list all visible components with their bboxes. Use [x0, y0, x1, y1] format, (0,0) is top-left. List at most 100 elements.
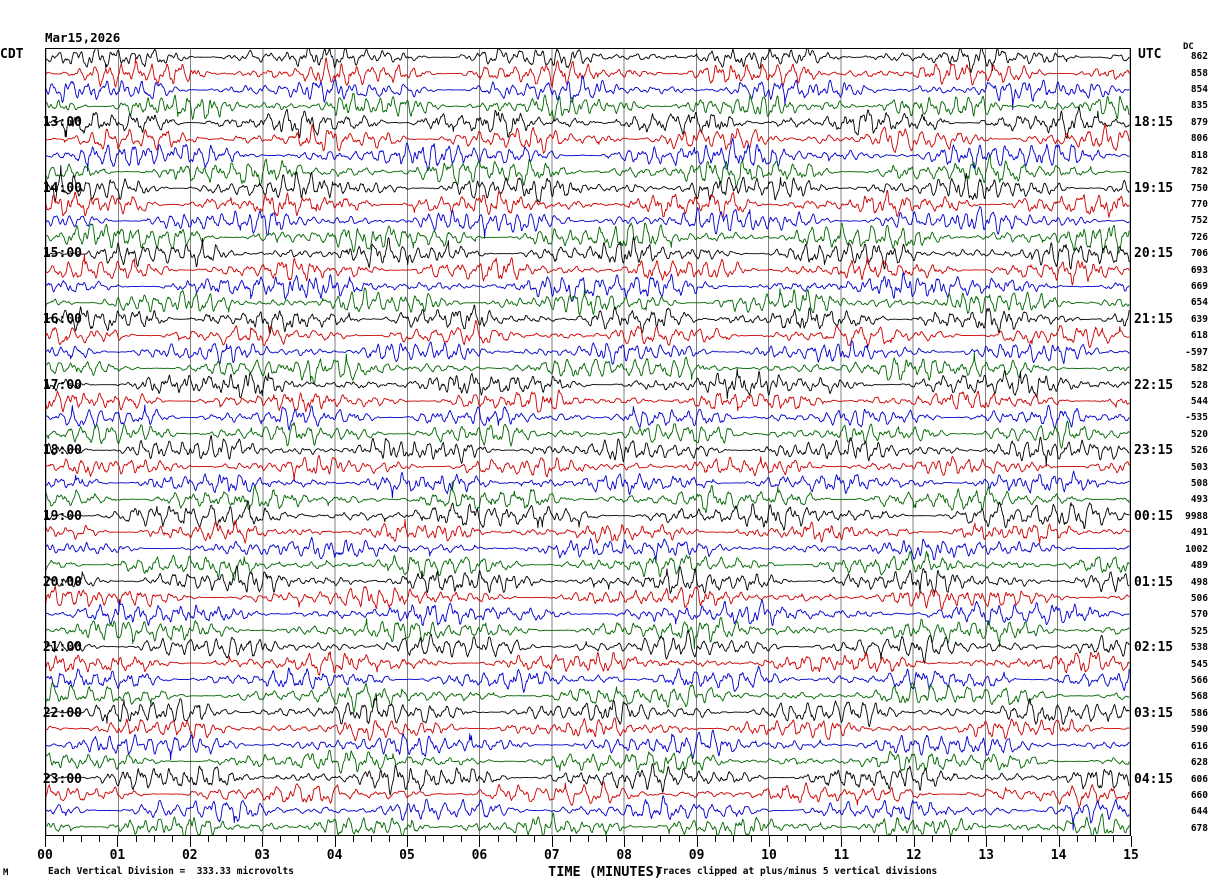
dc-value: 678 [1190, 822, 1208, 834]
hour-label-utc: 04:15 [1134, 771, 1174, 787]
hour-label-utc: 22:15 [1134, 377, 1174, 393]
dc-value: 660 [1190, 789, 1208, 801]
x-tick-minor [352, 836, 354, 842]
seismic-trace [46, 551, 1130, 581]
seismic-trace [46, 57, 1130, 88]
seismic-trace [46, 616, 1130, 650]
x-tick-major [696, 836, 698, 847]
seismic-trace [46, 795, 1130, 831]
x-tick-minor [81, 836, 83, 842]
dc-value: 506 [1190, 592, 1208, 604]
x-tick-label: 08 [616, 848, 633, 863]
seismic-trace [46, 812, 1130, 835]
hour-label-utc: 20:15 [1134, 246, 1174, 262]
seismic-trace [46, 749, 1130, 774]
dc-value: 862 [1190, 51, 1208, 63]
x-tick-major [769, 836, 770, 847]
x-tick-minor [895, 836, 897, 842]
x-tick-minor [950, 836, 951, 842]
seismic-trace [46, 75, 1130, 111]
dc-value: 879 [1190, 116, 1208, 128]
seismic-trace [46, 206, 1130, 239]
dc-value: 545 [1190, 658, 1208, 670]
dc-value: 606 [1190, 773, 1208, 785]
dc-value: 508 [1190, 478, 1208, 490]
seismic-trace [46, 123, 1130, 154]
x-tick-minor [1040, 836, 1042, 842]
seismic-trace [46, 518, 1130, 544]
dc-value: 566 [1190, 675, 1208, 687]
x-tick-minor [461, 836, 463, 842]
x-tick-minor [805, 836, 807, 842]
x-tick-label: 02 [181, 848, 198, 863]
seismic-trace [46, 454, 1130, 482]
dc-value: -597 [1185, 346, 1208, 358]
x-tick-minor [732, 836, 734, 842]
x-tick-major [1131, 836, 1132, 847]
dc-value: 568 [1190, 691, 1208, 703]
seismic-trace [46, 630, 1130, 664]
hour-label-local: 14:00 [42, 180, 82, 196]
x-tick-minor [1076, 836, 1078, 842]
x-tick-minor [931, 836, 933, 842]
seismic-trace [46, 287, 1130, 316]
dc-value: 1002 [1185, 543, 1208, 555]
x-tick-minor [877, 836, 879, 842]
x-tick-major [986, 836, 988, 847]
x-tick-major [913, 836, 915, 847]
seismic-trace [46, 585, 1130, 610]
seismic-trace [46, 164, 1130, 203]
x-tick-label: 13 [978, 848, 995, 863]
dc-value: 493 [1190, 494, 1208, 506]
hour-label-utc: 18:15 [1134, 114, 1174, 130]
x-tick-label: 05 [399, 848, 415, 863]
dc-value: 491 [1190, 527, 1208, 539]
x-tick-minor [388, 836, 390, 842]
dc-value: 9988 [1185, 510, 1208, 522]
dc-value: 854 [1190, 84, 1208, 96]
dc-value: 489 [1190, 560, 1208, 572]
x-tick-label: 11 [833, 848, 850, 863]
x-tick-minor [171, 836, 173, 842]
x-tick-major [117, 836, 119, 847]
hour-label-local: 18:00 [42, 443, 82, 459]
dc-value: 498 [1190, 576, 1208, 588]
x-axis-title: TIME (MINUTES) [548, 864, 662, 880]
x-tick-minor [63, 836, 65, 842]
seismic-trace [46, 49, 1130, 73]
hour-label-local: 23:00 [42, 771, 82, 787]
x-tick-minor [135, 836, 137, 842]
dc-value: 544 [1190, 395, 1208, 407]
x-tick-major [551, 836, 553, 847]
dc-value: 818 [1190, 149, 1208, 161]
seismic-trace [46, 470, 1130, 499]
dc-value: 538 [1190, 642, 1208, 654]
x-tick-major [841, 836, 843, 847]
dc-value: 706 [1190, 248, 1208, 260]
x-tick-minor [226, 836, 227, 842]
x-tick-minor [859, 836, 861, 842]
x-tick-minor [443, 836, 445, 842]
seismic-trace [46, 651, 1130, 676]
scale-note: Each Vertical Division = 333.33 microvol… [48, 866, 294, 877]
hour-label-local: 15:00 [42, 246, 82, 262]
seismic-trace [46, 253, 1130, 286]
seismogram-plot-area [45, 48, 1131, 836]
x-tick-minor [968, 836, 970, 842]
x-tick-major [262, 836, 264, 847]
x-tick-minor [533, 836, 535, 842]
x-tick-minor [1022, 836, 1024, 842]
x-tick-label: 01 [109, 848, 126, 863]
dc-value: 590 [1190, 724, 1208, 736]
hour-label-utc: 23:15 [1134, 443, 1174, 459]
x-tick-minor [497, 836, 499, 842]
x-tick-minor [280, 836, 282, 842]
seismic-trace [46, 717, 1130, 742]
x-tick-major [45, 836, 46, 847]
left-timezone-label: CDT [0, 47, 24, 62]
hour-label-local: 16:00 [42, 311, 82, 327]
dc-value: 750 [1190, 182, 1208, 194]
seismic-trace [46, 404, 1130, 431]
x-tick-minor [750, 836, 752, 842]
